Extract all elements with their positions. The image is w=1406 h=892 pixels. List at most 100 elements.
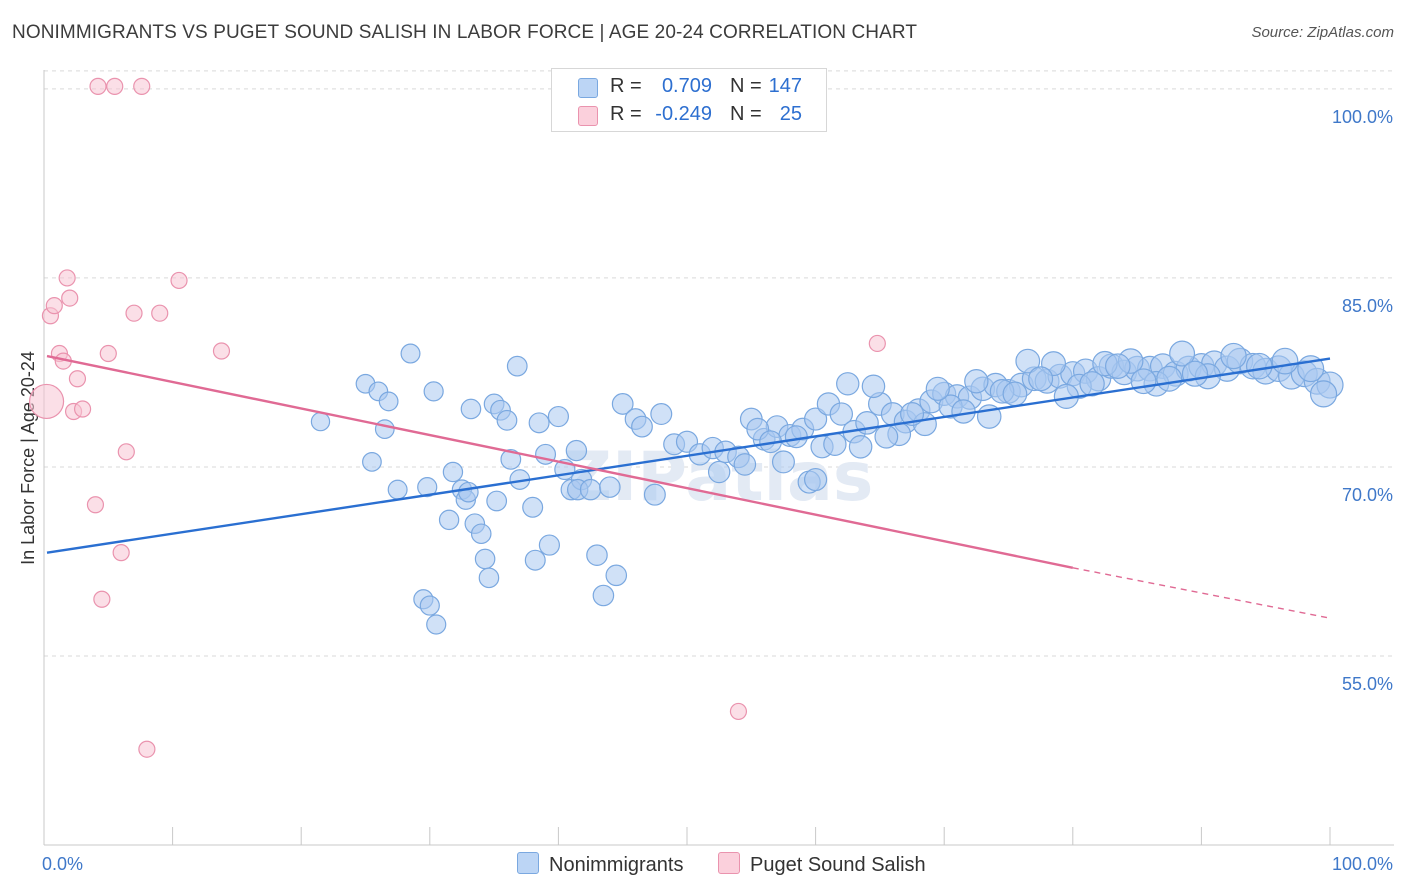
nonimmigrants-point — [1105, 353, 1131, 379]
nonimmigrants-point — [1169, 340, 1196, 367]
nonimmigrants-point — [1271, 347, 1299, 375]
legend-swatch-blue — [578, 78, 598, 98]
legend-r-label: R = — [610, 75, 642, 97]
puget-sound-salish-point — [99, 344, 117, 363]
puget-sound-salish-point — [151, 304, 169, 322]
nonimmigrants-point — [1220, 342, 1247, 370]
puget-sound-salish-point — [28, 383, 65, 420]
nonimmigrants-point — [964, 369, 989, 394]
puget-sound-salish-point — [729, 702, 748, 721]
nonimmigrants-trendline — [46, 357, 1331, 554]
legend-r-value: -0.249 — [655, 103, 712, 125]
nonimmigrants-point — [771, 450, 795, 474]
puget-sound-salish-point — [73, 400, 92, 418]
nonimmigrants-point — [374, 419, 395, 440]
nonimmigrants-point — [500, 448, 522, 470]
nonimmigrants-point — [478, 567, 500, 589]
y-tick-label: 55.0% — [1342, 674, 1393, 694]
nonimmigrants-point — [362, 452, 382, 472]
nonimmigrants-point — [836, 372, 860, 396]
puget-sound-salish-point — [212, 342, 231, 360]
nonimmigrants-point — [643, 483, 666, 506]
nonimmigrants-point — [458, 481, 479, 503]
nonimmigrants-point — [524, 549, 546, 571]
legend-swatch-pink — [578, 106, 598, 126]
nonimmigrants-point — [784, 425, 808, 449]
y-tick-label: 100.0% — [1332, 107, 1393, 127]
nonimmigrants-point — [423, 381, 444, 402]
puget-sound-salish-point — [170, 271, 188, 290]
y-tick-label: 85.0% — [1342, 296, 1393, 316]
nonimmigrants-point — [565, 439, 588, 462]
legend-n-label: N = — [730, 103, 762, 125]
nonimmigrants-point — [1130, 368, 1157, 395]
nonimmigrants-point — [470, 523, 492, 545]
nonimmigrants-point — [506, 355, 528, 377]
nonimmigrants-point — [1156, 365, 1183, 392]
bottom-legend-nonimmigrants: Nonimmigrants — [517, 852, 683, 877]
puget-sound-salish-point — [45, 297, 63, 315]
nonimmigrants-point — [592, 584, 615, 607]
nonimmigrants-point — [442, 461, 464, 483]
nonimmigrants-point — [733, 453, 757, 476]
nonimmigrants-point — [579, 478, 602, 501]
x-tick-label: 0.0% — [42, 854, 83, 874]
nonimmigrants-point — [631, 415, 653, 438]
bottom-legend-swatch-pink — [718, 852, 740, 874]
nonimmigrants-point — [1028, 366, 1054, 392]
nonimmigrants-point — [400, 343, 421, 364]
y-tick-label: 70.0% — [1342, 485, 1393, 505]
nonimmigrants-point — [1309, 380, 1338, 408]
puget-sound-salish-point — [61, 289, 79, 307]
y-axis-title: In Labor Force | Age 20-24 — [18, 351, 38, 565]
nonimmigrants-point — [951, 399, 976, 424]
puget-sound-salish-point — [89, 77, 107, 95]
nonimmigrants-point — [1002, 381, 1028, 407]
nonimmigrants-point — [528, 412, 550, 434]
nonimmigrants-point — [599, 476, 621, 498]
nonimmigrants-point — [378, 391, 399, 412]
bottom-legend-label: Puget Sound Salish — [750, 854, 926, 876]
legend-n-label: N = — [730, 75, 762, 97]
bottom-legend-label: Nonimmigrants — [549, 854, 684, 876]
nonimmigrants-point — [1181, 360, 1209, 387]
puget-sound-salish-point — [125, 304, 143, 322]
nonimmigrants-point — [848, 434, 873, 459]
nonimmigrants-point — [438, 509, 460, 531]
nonimmigrants-point — [547, 405, 570, 428]
nonimmigrants-point — [586, 544, 608, 566]
puget-sound-salish-point — [112, 544, 130, 562]
nonimmigrants-point — [419, 595, 440, 616]
puget-sound-salish-trendline-extension — [1072, 567, 1331, 619]
puget-sound-salish-point — [106, 77, 124, 95]
chart-source: Source: ZipAtlas.com — [1251, 24, 1394, 41]
legend-row-nonimmigrants: R = 0.709 N = 147 — [552, 73, 826, 101]
nonimmigrants-point — [925, 376, 950, 401]
puget-sound-salish-point — [133, 77, 151, 95]
legend-r-value: 0.709 — [661, 75, 712, 97]
nonimmigrants-point — [417, 477, 438, 498]
nonimmigrants-point — [874, 424, 899, 449]
nonimmigrants-point — [310, 411, 331, 432]
nonimmigrants-point — [707, 460, 731, 484]
nonimmigrants-point — [486, 490, 508, 512]
puget-sound-salish-point — [58, 269, 76, 287]
nonimmigrants-point — [538, 534, 560, 556]
puget-sound-salish-point — [117, 443, 135, 461]
nonimmigrants-point — [496, 409, 518, 431]
puget-sound-salish-trendline — [46, 354, 1074, 569]
nonimmigrants-point — [803, 467, 828, 492]
nonimmigrants-point — [522, 496, 544, 518]
nonimmigrants-point — [611, 393, 634, 415]
bottom-legend-swatch-blue — [517, 852, 539, 874]
nonimmigrants-point — [650, 403, 673, 426]
nonimmigrants-point — [823, 432, 847, 456]
chart-title: NONIMMIGRANTS VS PUGET SOUND SALISH IN L… — [12, 22, 918, 43]
nonimmigrants-point — [605, 564, 628, 587]
legend-row-puget-sound-salish: R = -0.249 N = 25 — [552, 101, 826, 129]
puget-sound-salish-point — [138, 740, 156, 758]
nonimmigrants-point — [1079, 371, 1105, 397]
nonimmigrants-point — [829, 402, 854, 426]
puget-sound-salish-point — [868, 334, 886, 353]
